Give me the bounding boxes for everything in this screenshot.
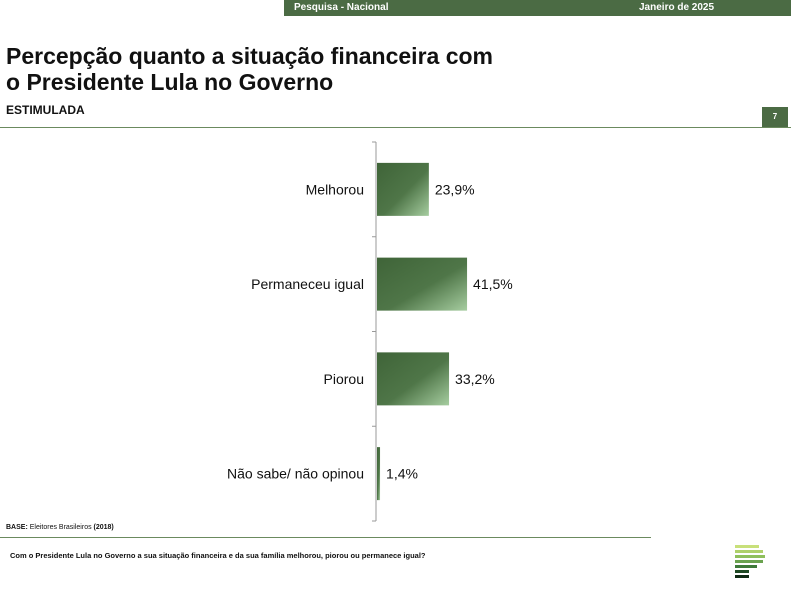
data-label: 23,9% bbox=[435, 181, 475, 197]
page-title: Percepção quanto a situação financeira c… bbox=[6, 43, 493, 95]
footer-divider bbox=[0, 537, 651, 538]
data-label: 1,4% bbox=[386, 466, 418, 482]
bar bbox=[377, 162, 429, 216]
title-line-2: o Presidente Lula no Governo bbox=[6, 69, 334, 95]
bar bbox=[377, 447, 381, 501]
data-label: 33,2% bbox=[455, 371, 495, 387]
survey-date: Janeiro de 2025 bbox=[639, 2, 715, 13]
bar-chart: Melhorou 23,9% Permaneceu igual 41,5% Piorou… bbox=[227, 141, 513, 522]
base-note: BASE: Eleitores Brasileiros (2018) bbox=[6, 524, 114, 531]
bar bbox=[377, 257, 468, 311]
page-number-badge: 7 bbox=[762, 107, 788, 127]
page-subtitle: ESTIMULADA bbox=[6, 103, 85, 117]
company-logo bbox=[735, 545, 765, 578]
category-label: Permaneceu igual bbox=[251, 276, 364, 292]
category-label: Não sabe/ não opinou bbox=[227, 466, 364, 482]
header-divider bbox=[0, 127, 791, 128]
title-line-1: Percepção quanto a situação financeira c… bbox=[6, 43, 493, 69]
top-banner: Pesquisa - Nacional Janeiro de 2025 bbox=[284, 0, 791, 16]
base-text: Eleitores Brasileiros bbox=[27, 524, 94, 531]
data-label: 41,5% bbox=[473, 276, 513, 292]
base-year: (2018) bbox=[93, 524, 114, 531]
bar bbox=[377, 352, 450, 406]
base-label: BASE: bbox=[6, 524, 28, 531]
survey-label: Pesquisa - Nacional bbox=[294, 2, 389, 13]
survey-question: Com o Presidente Lula no Governo a sua s… bbox=[10, 551, 426, 560]
category-label: Piorou bbox=[324, 371, 364, 387]
category-label: Melhorou bbox=[306, 181, 364, 197]
